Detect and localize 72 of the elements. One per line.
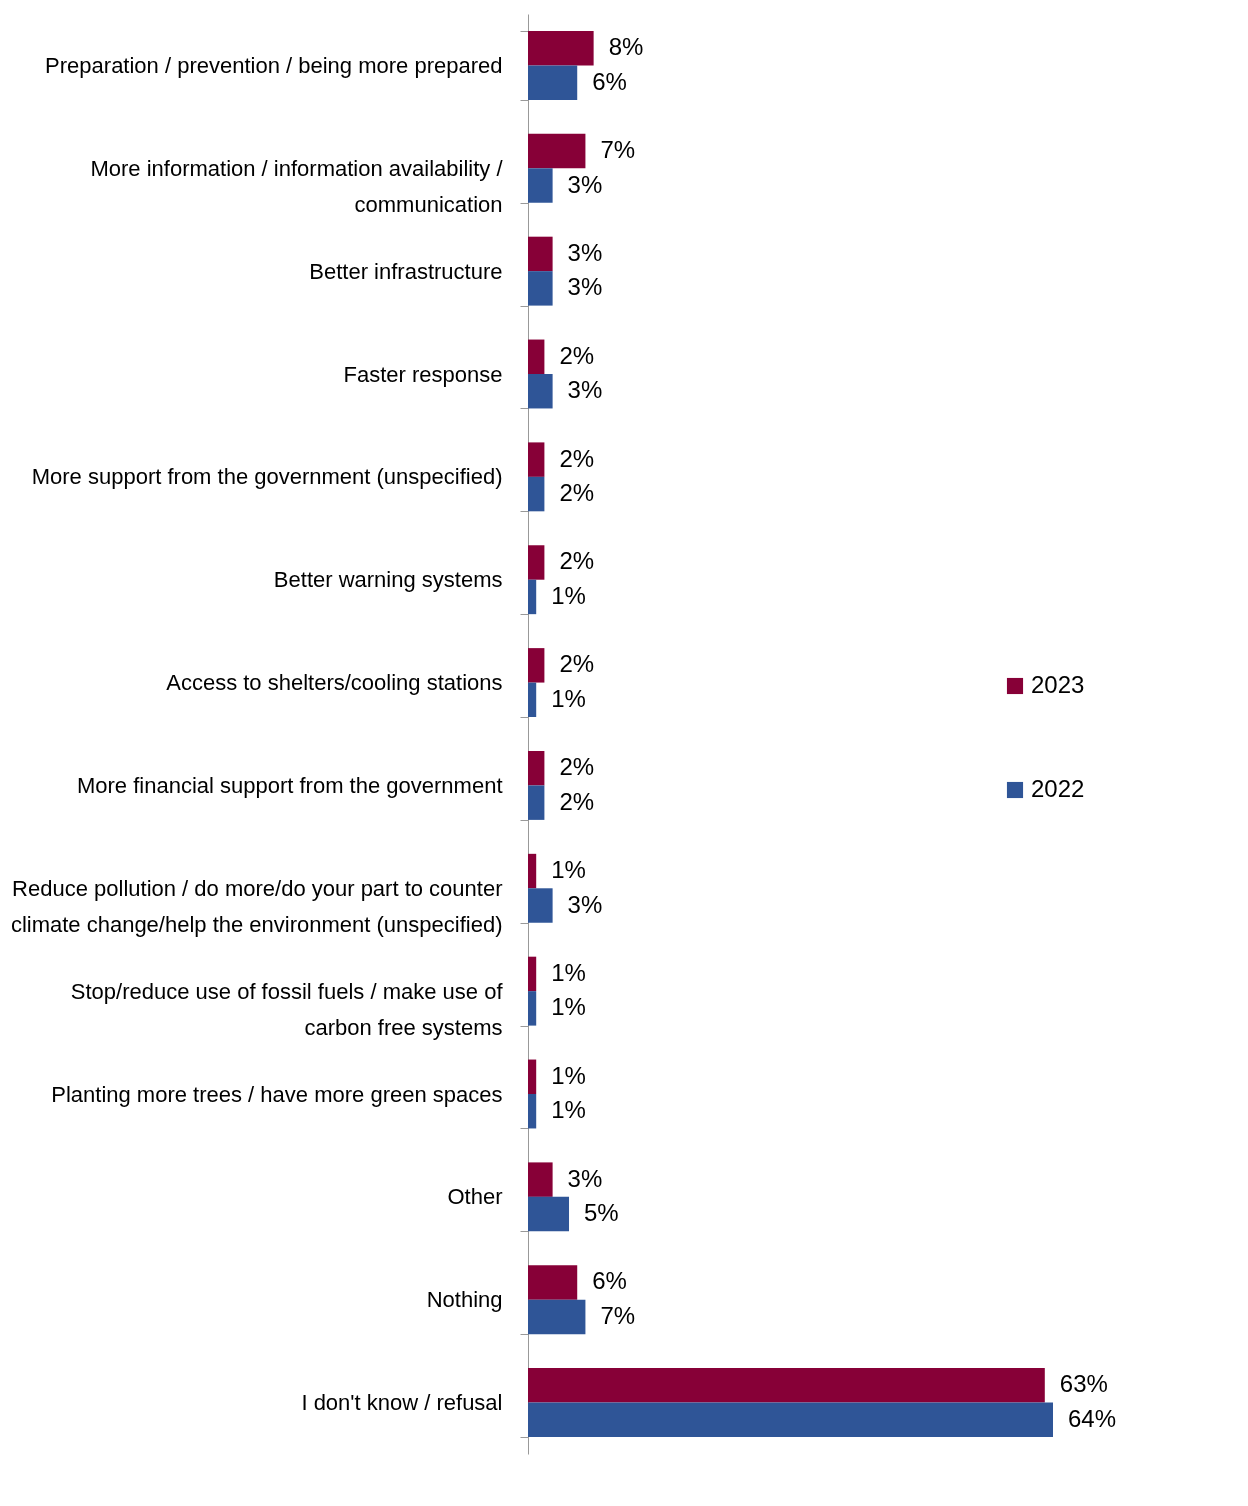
bar: [528, 236, 553, 272]
bar: [528, 339, 545, 374]
data-label: 3%: [567, 273, 603, 301]
y-tick-label: Reduce pollution / do more/do your part to counter climate change/help the environment (unspecified): [10, 875, 503, 937]
bar: [528, 888, 553, 923]
data-label: 3%: [567, 170, 603, 198]
data-label: 2%: [559, 444, 595, 472]
data-label: 1%: [551, 958, 586, 986]
y-tick-label: Access to shelters/cooling stations: [166, 670, 503, 696]
y-tick-label: Stop/reduce use of fossil fuels / make use of carbon free systems: [70, 978, 504, 1040]
data-label: 2%: [559, 341, 595, 369]
data-label: 7%: [600, 1301, 636, 1329]
data-label: 2%: [559, 787, 595, 815]
data-label: 2%: [559, 650, 595, 678]
data-label: 2%: [559, 479, 595, 507]
y-tick-label: More financial support from the government: [76, 772, 503, 798]
bar: [528, 682, 537, 718]
data-label: 6%: [592, 67, 627, 95]
bar: [528, 648, 545, 683]
bar: [528, 168, 553, 203]
bar: [528, 374, 553, 409]
bar: [528, 476, 545, 512]
y-tick-label: Faster response: [343, 361, 503, 387]
data-label: 3%: [567, 376, 603, 404]
bar: [528, 750, 545, 786]
data-label: 2%: [559, 753, 595, 781]
bar: [528, 853, 537, 889]
bar: [528, 545, 545, 580]
data-label: 1%: [551, 1061, 586, 1089]
y-tick-label: Preparation / prevention / being more prepared: [45, 52, 503, 78]
y-tick-label: More information / information availability / communication: [90, 155, 504, 217]
bar: [528, 785, 545, 820]
data-label: 1%: [551, 684, 586, 712]
bar: [528, 1265, 578, 1300]
data-label: 2%: [559, 547, 595, 575]
data-label: 63%: [1059, 1370, 1108, 1398]
y-tick-label: I don't know / refusal: [301, 1390, 503, 1416]
data-label: 6%: [592, 1267, 627, 1295]
data-label: 64%: [1068, 1404, 1117, 1432]
y-tick-label: Nothing: [426, 1287, 503, 1313]
bar: [528, 579, 537, 615]
bar: [528, 1059, 537, 1094]
y-tick-label: Planting more trees / have more green spaces: [51, 1081, 503, 1107]
data-label: 3%: [567, 890, 603, 918]
y-tick-label: Other: [447, 1184, 503, 1210]
data-label: 1%: [551, 1096, 586, 1124]
bar: [528, 956, 537, 992]
y-tick-label: More support from the government (unspecified): [31, 464, 503, 490]
legend-label: 2022: [1031, 775, 1085, 802]
bar: [528, 30, 594, 66]
bar: [528, 1196, 570, 1232]
data-label: 3%: [567, 1164, 603, 1192]
bar: [528, 1299, 586, 1335]
data-label: 1%: [551, 581, 586, 609]
bar: [528, 1162, 553, 1197]
bar: [528, 442, 545, 477]
data-label: 8%: [608, 33, 644, 61]
data-label: 3%: [567, 238, 603, 266]
data-label: 1%: [551, 993, 586, 1021]
bar: [528, 991, 537, 1026]
bar: [528, 65, 578, 100]
data-label: 7%: [600, 136, 636, 164]
data-label: 1%: [551, 856, 586, 884]
data-label: 5%: [584, 1199, 619, 1227]
y-tick-label: Better infrastructure: [309, 258, 503, 284]
bar: [528, 1402, 1053, 1438]
y-tick-label: Better warning systems: [273, 567, 503, 593]
bar: [528, 1368, 1045, 1403]
bar: [528, 271, 553, 306]
bar: [528, 1094, 537, 1129]
legend-label: 2023: [1031, 671, 1085, 698]
bar: [528, 133, 586, 169]
